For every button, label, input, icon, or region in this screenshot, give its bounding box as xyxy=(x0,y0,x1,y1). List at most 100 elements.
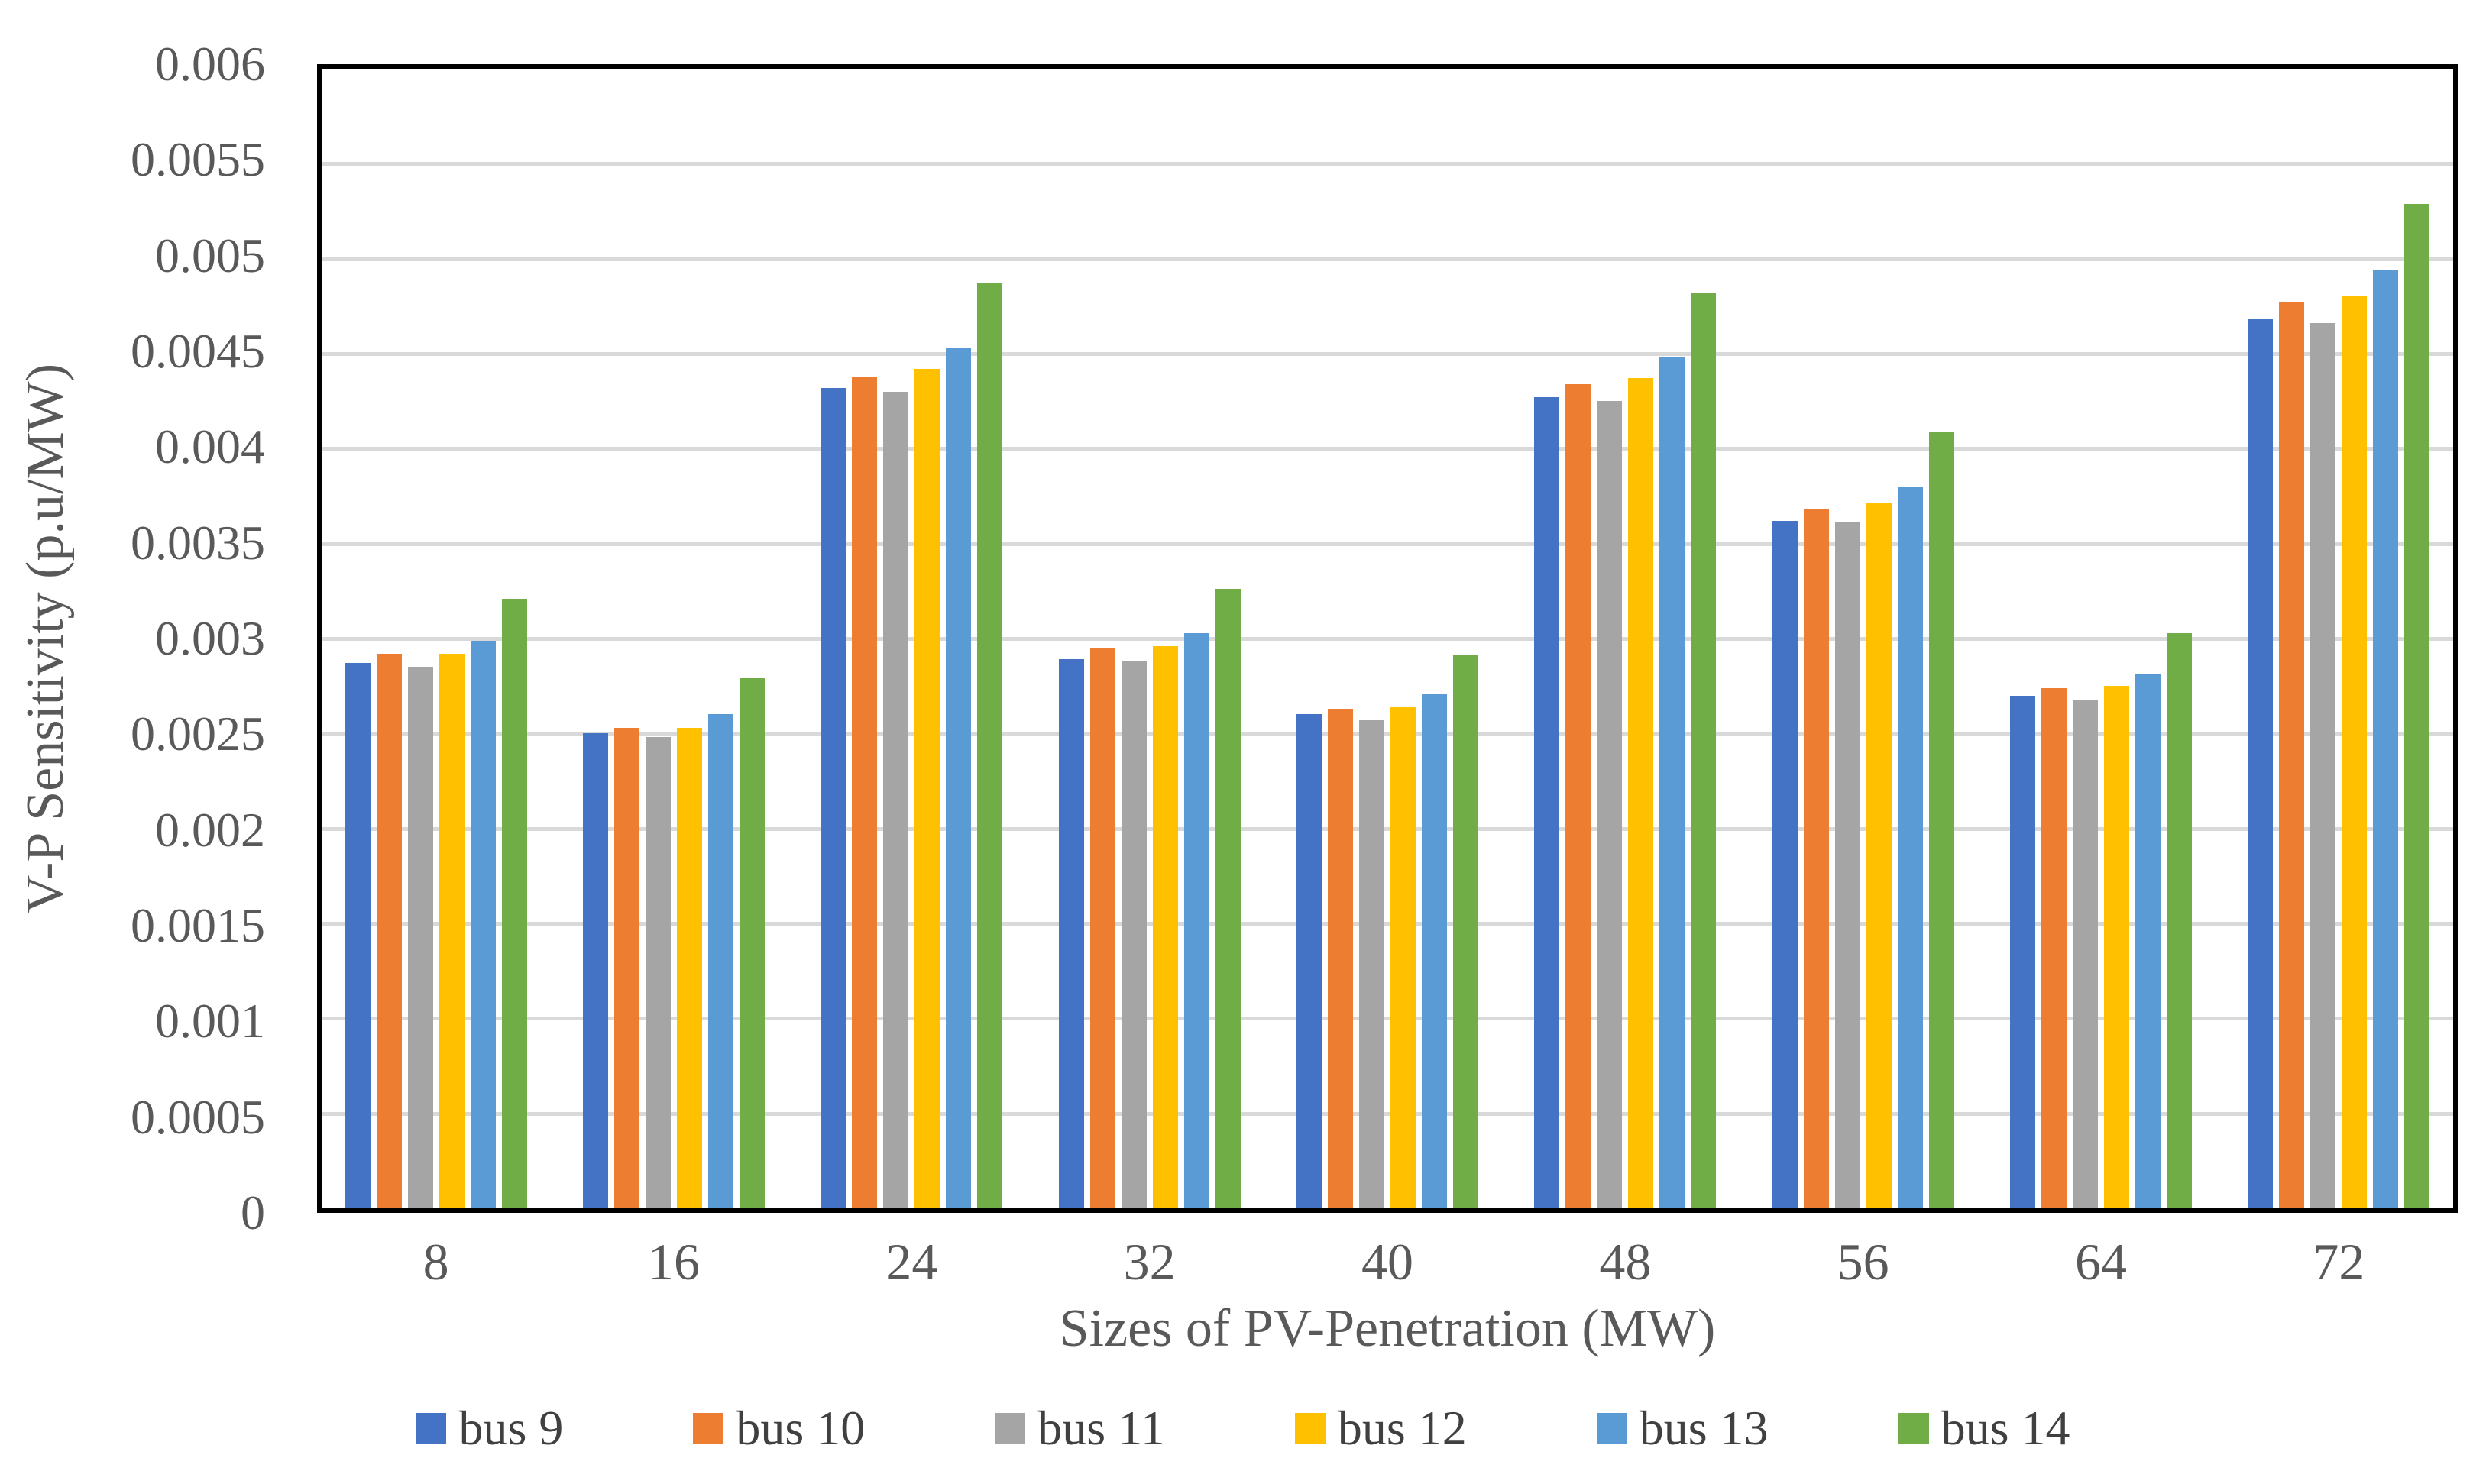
legend-swatch xyxy=(1294,1413,1326,1444)
bar xyxy=(1121,661,1147,1208)
legend-swatch xyxy=(416,1413,447,1444)
bar xyxy=(852,376,878,1208)
y-tick-label: 0.0055 xyxy=(131,132,265,187)
y-tick-label: 0.006 xyxy=(155,37,265,91)
y-tick-label: 0.0045 xyxy=(131,324,265,378)
y-axis-tick-labels: 0 0.0005 0.001 0.0015 0.002 0.0025 0.003 0.0035… xyxy=(0,0,265,1484)
x-axis-title: Sizes of PV-Penetration (MW) xyxy=(1059,1299,1716,1358)
legend-label: bus 13 xyxy=(1639,1401,1769,1455)
bar xyxy=(1803,509,1829,1208)
x-tick-label: 48 xyxy=(1599,1233,1652,1291)
bar xyxy=(1897,487,1923,1208)
gridline xyxy=(322,447,2453,451)
x-tick-label: 32 xyxy=(1123,1233,1176,1291)
gridline xyxy=(322,732,2453,736)
bar xyxy=(1296,714,1322,1208)
gridline xyxy=(322,1111,2453,1116)
bar xyxy=(2041,687,2067,1208)
bar xyxy=(1089,648,1115,1208)
legend-item: bus 11 xyxy=(995,1404,1165,1453)
bar xyxy=(821,387,846,1208)
legend-item: bus 10 xyxy=(693,1404,865,1453)
bar xyxy=(977,283,1003,1208)
bar xyxy=(501,598,527,1208)
x-tick-label: 16 xyxy=(648,1233,700,1291)
gridline xyxy=(322,826,2453,831)
bar xyxy=(1453,655,1478,1208)
bar xyxy=(1183,632,1209,1208)
bar xyxy=(2310,323,2336,1208)
gridline xyxy=(322,1017,2453,1021)
bar xyxy=(1390,706,1416,1208)
bar xyxy=(2279,302,2305,1208)
y-tick-label: 0.005 xyxy=(155,228,265,283)
bar xyxy=(883,391,909,1208)
bar xyxy=(1834,522,1860,1208)
bar xyxy=(583,733,608,1208)
gridline xyxy=(322,637,2453,641)
legend-item: bus 13 xyxy=(1596,1401,1769,1455)
legend-item: bus 12 xyxy=(1294,1401,1467,1455)
y-tick-label: 0.0015 xyxy=(131,898,265,952)
legend-label: bus 10 xyxy=(736,1401,866,1455)
gridline xyxy=(322,257,2453,261)
bar xyxy=(2404,203,2430,1208)
x-tick-label: 8 xyxy=(422,1233,449,1291)
bar xyxy=(1691,293,1717,1208)
bar xyxy=(2010,695,2035,1208)
bar xyxy=(1772,520,1798,1208)
bar xyxy=(914,368,940,1208)
bar xyxy=(708,714,733,1208)
bar xyxy=(376,653,402,1208)
bar xyxy=(2342,296,2368,1208)
bar xyxy=(1534,397,1560,1208)
bar xyxy=(1422,694,1447,1208)
bar xyxy=(614,727,639,1208)
legend-label: bus 12 xyxy=(1337,1401,1467,1455)
y-tick-label: 0.003 xyxy=(155,611,265,665)
legend-label: bus 9 xyxy=(458,1401,564,1455)
gridline xyxy=(322,922,2453,926)
bar xyxy=(2373,270,2399,1208)
x-tick-label: 40 xyxy=(1361,1233,1413,1291)
bar xyxy=(1628,378,1654,1208)
bar xyxy=(740,678,765,1208)
legend-label: bus 14 xyxy=(1941,1401,2070,1455)
x-tick-label: 56 xyxy=(1837,1233,1889,1291)
bar xyxy=(470,640,496,1208)
legend-item: bus 14 xyxy=(1898,1404,2070,1453)
bar xyxy=(2167,632,2192,1208)
x-tick-label: 72 xyxy=(2313,1233,2365,1291)
bar xyxy=(1152,645,1178,1208)
gridline xyxy=(322,352,2453,356)
bar xyxy=(1928,431,1954,1208)
bar xyxy=(2248,319,2274,1208)
bar xyxy=(1215,589,1241,1208)
legend: bus 9 bus 10 bus 11 bus 12 bus 13 bus 14 xyxy=(0,1404,2486,1453)
bar xyxy=(1866,503,1892,1208)
bar xyxy=(1565,383,1591,1208)
plot-area xyxy=(317,64,2458,1213)
legend-swatch xyxy=(1898,1413,1929,1444)
legend-swatch xyxy=(693,1413,724,1444)
bar xyxy=(1058,659,1084,1208)
legend-swatch xyxy=(1596,1413,1627,1444)
bar xyxy=(1597,401,1623,1208)
legend-item: bus 9 xyxy=(416,1404,563,1453)
bar xyxy=(2073,699,2098,1208)
bar xyxy=(439,653,465,1208)
bar xyxy=(1659,357,1685,1208)
legend-swatch xyxy=(995,1413,1026,1444)
y-tick-label: 0.001 xyxy=(155,994,265,1049)
bar xyxy=(1328,709,1353,1208)
x-tick-label: 24 xyxy=(885,1233,938,1291)
gridline xyxy=(322,542,2453,546)
bar xyxy=(1359,719,1384,1208)
bar xyxy=(2104,686,2129,1208)
y-tick-label: 0.004 xyxy=(155,419,265,474)
y-tick-label: 0 xyxy=(241,1185,265,1240)
bar xyxy=(407,667,433,1208)
y-tick-label: 0.0025 xyxy=(131,706,265,761)
y-tick-label: 0.0035 xyxy=(131,515,265,570)
